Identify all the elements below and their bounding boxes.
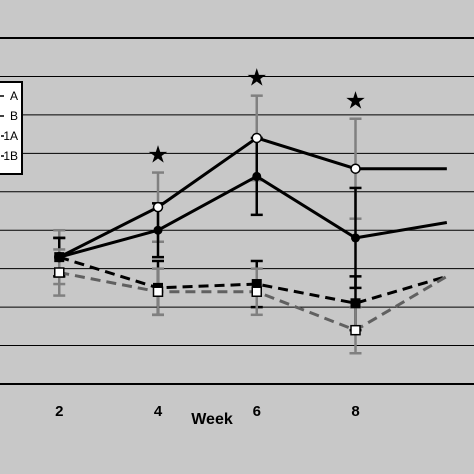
x-axis-label: Week	[191, 411, 233, 428]
data-point	[251, 279, 262, 290]
series-line	[58, 255, 448, 305]
legend-entry: B	[10, 109, 18, 123]
data-markers	[54, 132, 361, 336]
significance-star: ★	[246, 65, 268, 92]
data-point	[54, 267, 65, 278]
data-point	[251, 132, 262, 144]
legend-entry: 1B	[3, 149, 18, 163]
data-point	[153, 225, 163, 235]
legend: AB 1A 1B	[0, 81, 23, 175]
significance-stars: ★ ★ ★	[147, 65, 366, 169]
data-point	[350, 163, 361, 174]
x-tick-label: 6	[253, 403, 261, 420]
legend-box	[0, 81, 23, 175]
legend-entry: 1A	[3, 129, 18, 143]
x-tick-label: 4	[154, 403, 163, 420]
data-point	[251, 286, 262, 297]
gridlines	[0, 37, 474, 385]
data-point	[351, 233, 360, 243]
x-tick-label: 8	[351, 403, 359, 420]
data-point	[152, 286, 164, 297]
data-point	[350, 298, 361, 309]
x-tick-label: 2	[55, 403, 63, 420]
x-tick-labels: 2 4 6 8	[55, 403, 360, 420]
data-point	[54, 252, 65, 263]
data-point	[152, 201, 164, 213]
significance-star: ★	[345, 88, 367, 115]
data-point	[252, 171, 262, 181]
significance-star: ★	[147, 142, 169, 169]
data-point	[350, 324, 361, 336]
legend-entry: A	[10, 89, 18, 103]
